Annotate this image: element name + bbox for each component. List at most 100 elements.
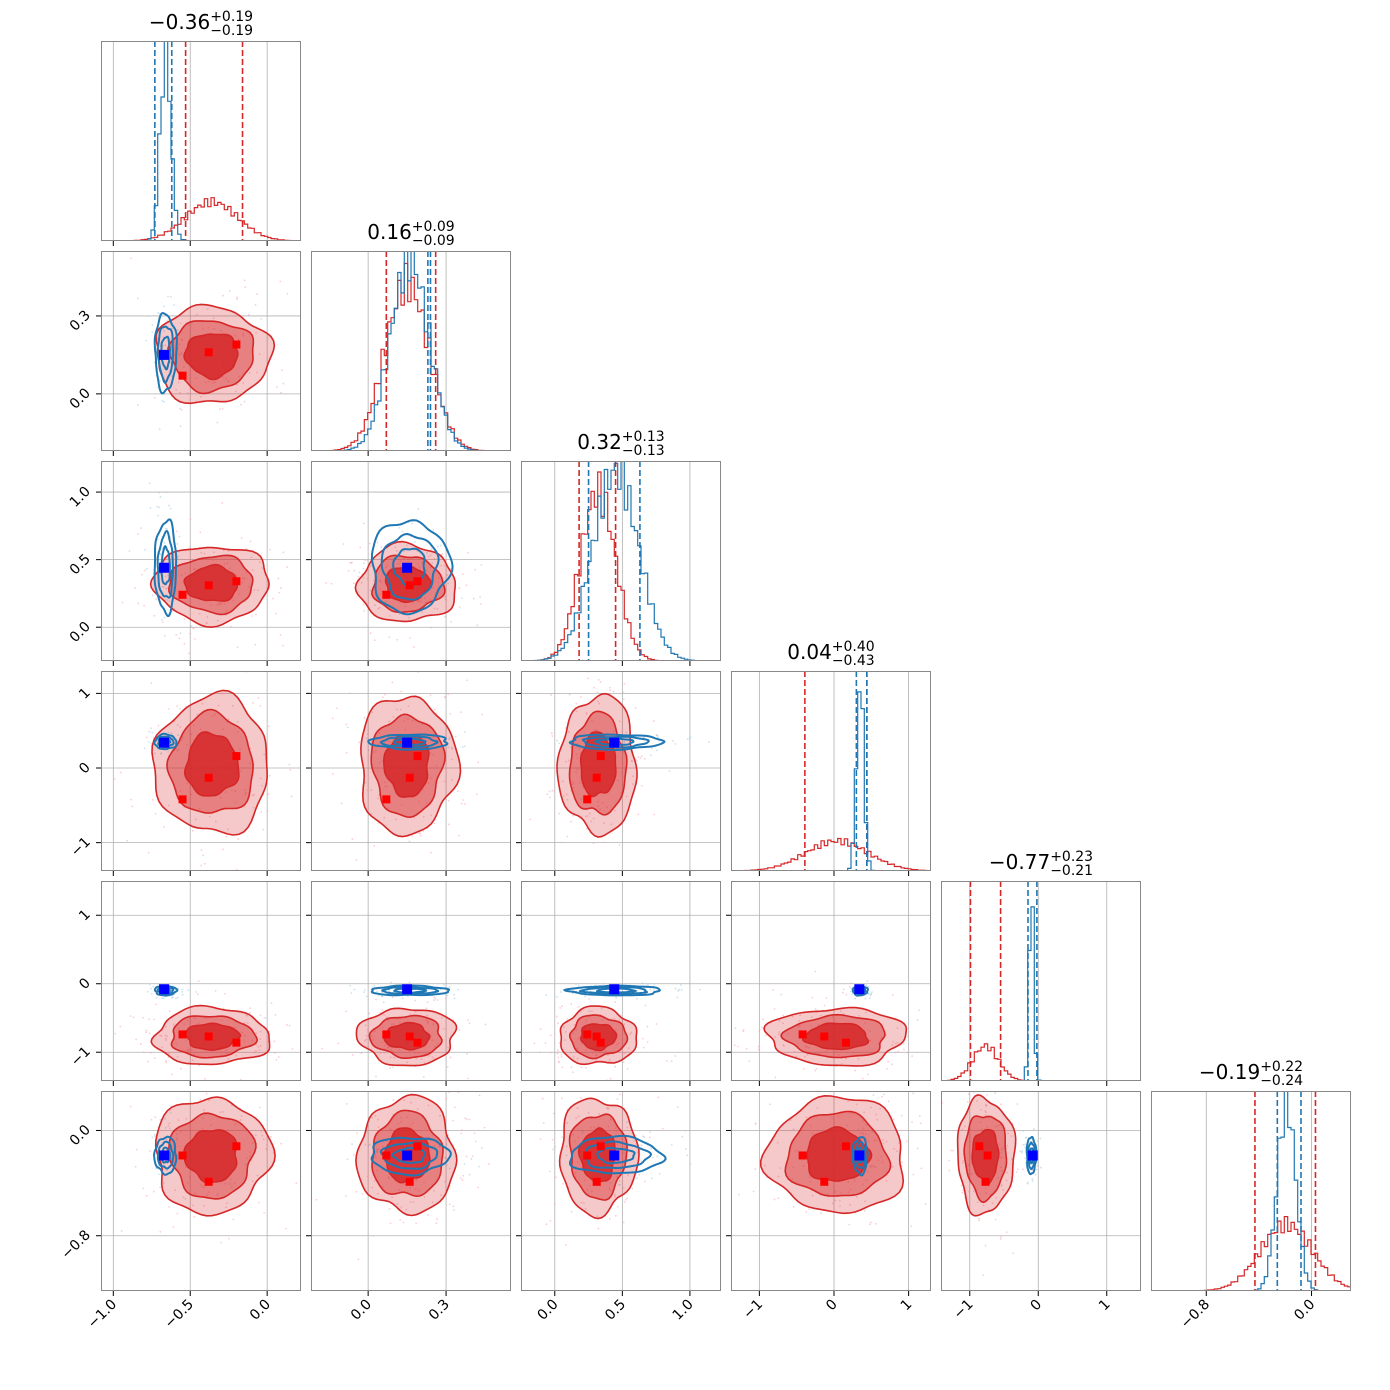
red-sample-point bbox=[436, 1218, 438, 1220]
red-sample-point bbox=[428, 1055, 431, 1057]
blue-sample-point bbox=[656, 749, 658, 752]
red-sample-point bbox=[607, 1108, 609, 1110]
red-sample-point bbox=[263, 753, 266, 756]
red-sample-point bbox=[424, 602, 427, 604]
red-sample-point bbox=[427, 1104, 430, 1107]
x-tick-label: 0.0 bbox=[535, 1297, 562, 1324]
red-sample-point bbox=[550, 694, 553, 696]
blue-sample-point bbox=[869, 997, 871, 1000]
red-sample-point bbox=[454, 1106, 456, 1109]
red-sample-point bbox=[997, 1176, 999, 1179]
red-sample-point bbox=[437, 577, 440, 579]
red-sample-point bbox=[381, 1026, 384, 1029]
red-sample-point bbox=[203, 862, 206, 865]
red-sample-point bbox=[179, 1130, 182, 1133]
red-sample-point bbox=[168, 1052, 170, 1055]
x-tick-label: 0.0 bbox=[247, 1297, 274, 1324]
blue-sample-point bbox=[680, 988, 683, 991]
red-sample-point bbox=[875, 1113, 878, 1116]
blue-sample-point bbox=[151, 323, 154, 326]
red-sample-point bbox=[286, 1024, 288, 1026]
red-sample-point bbox=[189, 632, 192, 635]
red-sample-point bbox=[627, 1047, 630, 1049]
y-tick-label: 1 bbox=[76, 685, 94, 703]
red-sample-point bbox=[873, 1139, 876, 1142]
red-sample-point bbox=[948, 1159, 951, 1162]
red-sample-point bbox=[190, 793, 193, 796]
blue-sample-point bbox=[164, 1127, 167, 1129]
blue-sample-point bbox=[153, 361, 156, 364]
blue-sample-point bbox=[1031, 1177, 1034, 1180]
red-sample-point bbox=[614, 1028, 617, 1031]
red-sample-point bbox=[644, 1180, 646, 1183]
red-sample-point bbox=[893, 1147, 896, 1150]
red-sample-point bbox=[545, 1223, 548, 1226]
red-sample-point bbox=[428, 555, 430, 558]
red-sample-point bbox=[440, 1016, 443, 1019]
blue-sample-point bbox=[870, 1166, 873, 1169]
red-sample-point bbox=[441, 553, 444, 555]
red-sample-point bbox=[621, 731, 623, 734]
red-sample-point bbox=[443, 780, 446, 783]
panel-border bbox=[311, 881, 511, 1081]
red-sample-point bbox=[226, 721, 228, 723]
red-sample-point bbox=[614, 1193, 616, 1196]
red-sample-point bbox=[840, 1191, 843, 1194]
blue-sample-point bbox=[176, 329, 179, 331]
red-sample-point bbox=[188, 1176, 191, 1179]
panel-border bbox=[731, 671, 931, 871]
red-sample-point bbox=[433, 996, 436, 999]
red-sample-point bbox=[774, 1076, 777, 1079]
red-sample-point bbox=[409, 1124, 412, 1127]
red-sample-point bbox=[149, 1051, 152, 1054]
red-sample-point bbox=[608, 686, 611, 689]
red-sample-point bbox=[240, 1115, 243, 1117]
x-tick-label: 0.3 bbox=[426, 1297, 453, 1324]
red-histogram bbox=[311, 262, 511, 451]
red-sample-point bbox=[864, 1022, 866, 1024]
red-sample-point bbox=[457, 790, 459, 793]
red-sample-point bbox=[431, 1056, 434, 1059]
red-sample-point bbox=[382, 696, 384, 699]
red-sample-point bbox=[234, 334, 237, 337]
red-sample-point bbox=[381, 1041, 383, 1044]
red-sample-point bbox=[911, 1121, 913, 1123]
contour-panel-2-4 bbox=[516, 881, 721, 1086]
red-sample-point bbox=[566, 798, 569, 801]
red-sample-point bbox=[773, 1198, 776, 1201]
red-sample-point bbox=[444, 1180, 446, 1183]
red-sample-point bbox=[390, 1049, 393, 1051]
blue-sample-point bbox=[146, 990, 149, 993]
red-sample-point bbox=[414, 999, 417, 1002]
red-sample-point bbox=[251, 794, 254, 797]
red-truth-marker bbox=[405, 581, 414, 590]
red-sample-point bbox=[205, 622, 208, 625]
blue-sample-point bbox=[646, 983, 649, 986]
blue-sample-point bbox=[178, 354, 181, 357]
red-sample-point bbox=[161, 1046, 164, 1049]
red-sample-point bbox=[291, 1048, 294, 1050]
red-sample-point bbox=[433, 708, 436, 711]
red-sample-point bbox=[240, 770, 242, 772]
blue-contour-level-1 bbox=[851, 1136, 869, 1177]
red-sample-point bbox=[978, 1217, 981, 1220]
red-sample-point bbox=[579, 752, 582, 754]
blue-sample-point bbox=[388, 636, 391, 639]
red-sample-point bbox=[666, 1060, 669, 1062]
red-sample-point bbox=[282, 551, 285, 554]
red-sample-point bbox=[221, 376, 224, 379]
red-sample-point bbox=[876, 1118, 879, 1121]
red-sample-point bbox=[564, 1030, 567, 1033]
red-truth-marker bbox=[204, 348, 213, 357]
red-truth-marker bbox=[405, 773, 414, 782]
red-sample-point bbox=[623, 682, 626, 685]
blue-sample-point bbox=[368, 1143, 371, 1146]
x-tick-label: −1 bbox=[740, 1297, 766, 1323]
red-sample-point bbox=[379, 593, 381, 595]
red-sample-point bbox=[222, 549, 225, 552]
blue-sample-point bbox=[672, 740, 674, 742]
red-sample-point bbox=[461, 1179, 464, 1181]
blue-contour-level-1 bbox=[370, 1136, 452, 1177]
red-sample-point bbox=[458, 587, 461, 589]
red-sample-point bbox=[374, 1115, 377, 1117]
